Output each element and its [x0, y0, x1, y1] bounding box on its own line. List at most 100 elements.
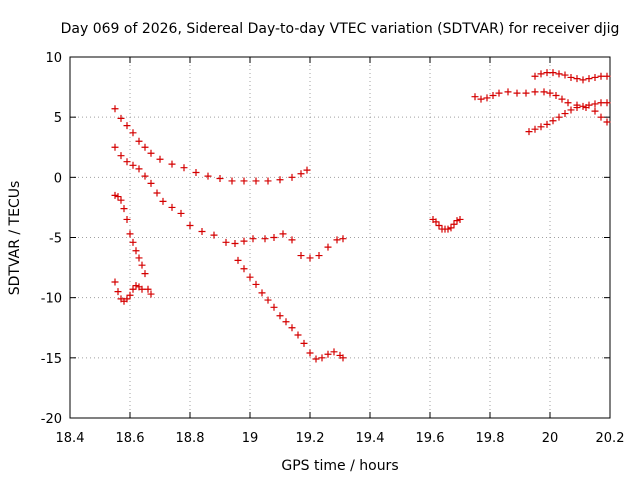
data-point	[132, 282, 140, 290]
data-point	[444, 225, 452, 233]
data-point	[123, 158, 131, 166]
data-point	[579, 102, 587, 110]
data-point	[573, 75, 581, 83]
data-point	[306, 349, 314, 357]
data-point	[141, 143, 149, 151]
data-point	[147, 149, 155, 157]
data-point	[168, 203, 176, 211]
series-track-a	[111, 105, 311, 185]
data-point	[561, 110, 569, 118]
data-point	[129, 161, 137, 169]
data-point	[180, 164, 188, 172]
data-point	[153, 189, 161, 197]
data-point	[111, 105, 119, 113]
data-point	[135, 254, 143, 262]
data-point	[531, 88, 539, 96]
data-point	[561, 71, 569, 79]
data-point	[198, 227, 206, 235]
x-tick-label: 20	[542, 431, 559, 446]
data-point	[549, 117, 557, 125]
data-point	[114, 288, 122, 296]
series-track-b	[111, 143, 347, 262]
data-point	[261, 235, 269, 243]
data-point	[252, 177, 260, 185]
data-point	[513, 89, 521, 97]
series-track-f	[429, 215, 464, 233]
data-point	[303, 166, 311, 174]
x-axis-label: GPS time / hours	[281, 458, 398, 474]
data-point	[558, 95, 566, 103]
y-tick-label: -20	[41, 412, 62, 427]
data-point	[525, 128, 533, 136]
data-point	[591, 100, 599, 108]
data-point	[597, 113, 605, 121]
data-point	[135, 165, 143, 173]
data-point	[231, 240, 239, 248]
data-point	[240, 237, 248, 245]
data-point	[447, 224, 455, 232]
axis-ticks: 18.4 18.6 18.8 19 19.2 19.4 19.6 19.8 20 20.2 -20 -…	[41, 51, 625, 446]
data-point	[531, 72, 539, 80]
data-point	[591, 73, 599, 81]
data-point	[129, 129, 137, 137]
data-point	[288, 236, 296, 244]
data-points	[111, 69, 611, 363]
data-point	[579, 76, 587, 84]
data-point	[294, 331, 302, 339]
data-point	[297, 170, 305, 178]
data-point	[300, 339, 308, 347]
data-point	[246, 273, 254, 281]
data-point	[339, 354, 347, 362]
data-point	[192, 169, 200, 177]
data-point	[543, 69, 551, 77]
data-point	[453, 217, 461, 225]
data-point	[315, 252, 323, 260]
chart-title: Day 069 of 2026, Sidereal Day-to-day VTE…	[61, 21, 620, 37]
x-tick-label: 20.2	[596, 431, 625, 446]
data-point	[147, 179, 155, 187]
data-point	[489, 92, 497, 100]
data-point	[114, 193, 122, 201]
data-point	[123, 215, 131, 223]
data-point	[456, 215, 464, 223]
data-point	[324, 243, 332, 251]
data-point	[435, 221, 443, 229]
data-point	[240, 265, 248, 273]
data-point	[129, 238, 137, 246]
data-point	[222, 238, 230, 246]
data-point	[141, 270, 149, 278]
data-point	[288, 324, 296, 332]
data-point	[312, 355, 320, 363]
data-point	[537, 70, 545, 78]
data-point	[585, 75, 593, 83]
data-point	[216, 175, 224, 183]
data-point	[531, 125, 539, 133]
data-point	[288, 173, 296, 181]
x-tick-label: 19.4	[356, 431, 385, 446]
x-tick-label: 18.8	[176, 431, 205, 446]
data-point	[159, 197, 167, 205]
y-tick-label: 0	[54, 171, 62, 186]
data-point	[540, 88, 548, 96]
data-point	[258, 289, 266, 297]
data-point	[228, 177, 236, 185]
data-point	[117, 114, 125, 122]
data-point	[483, 94, 491, 102]
data-point	[339, 235, 347, 243]
data-point	[546, 89, 554, 97]
data-point	[249, 235, 257, 243]
data-point	[147, 290, 155, 298]
grid	[70, 57, 610, 418]
data-point	[450, 220, 458, 228]
series-track-h	[525, 99, 611, 136]
series-track-c	[111, 191, 152, 293]
data-point	[522, 89, 530, 97]
data-point	[555, 70, 563, 78]
data-point	[330, 348, 338, 356]
data-point	[543, 120, 551, 128]
y-tick-label: 10	[45, 51, 62, 66]
data-point	[573, 104, 581, 112]
data-point	[537, 123, 545, 131]
